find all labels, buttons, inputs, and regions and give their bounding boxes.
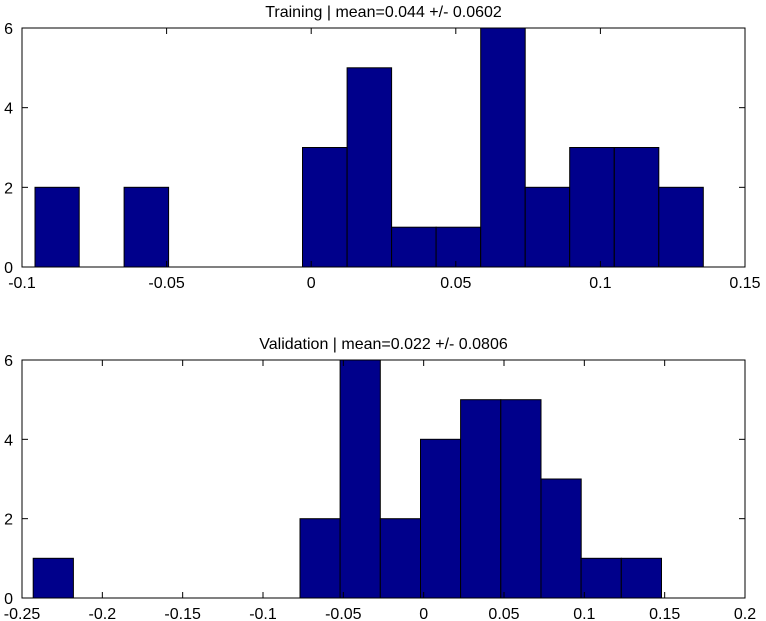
x-tick-label: -0.1: [249, 606, 277, 621]
y-tick-label: 6: [4, 353, 13, 370]
histogram-bar: [500, 399, 542, 599]
y-tick-label: 2: [4, 512, 13, 529]
x-tick-label: 0.15: [649, 606, 680, 621]
axes-frame: [21, 27, 746, 268]
x-tick-label: 0.05: [440, 275, 471, 292]
x-tick-label: 0.15: [729, 275, 760, 292]
y-tick-label: 4: [4, 432, 13, 449]
y-tick-label: 0: [4, 260, 13, 277]
x-tick-label: -0.25: [4, 606, 41, 621]
y-tick-label: 0: [4, 591, 13, 608]
x-tick-label: -0.2: [89, 606, 117, 621]
x-tick-label: -0.05: [148, 275, 185, 292]
y-tick-label: 4: [4, 101, 13, 118]
histogram-bar: [302, 147, 348, 268]
histogram-bar: [658, 186, 704, 268]
x-tick-label: -0.1: [8, 275, 36, 292]
x-tick-label: 0: [419, 606, 428, 621]
x-tick-label: 0: [307, 275, 316, 292]
x-tick-label: 0.1: [589, 275, 611, 292]
histogram-bar: [524, 186, 571, 268]
histogram-bar: [391, 226, 437, 268]
histogram-bar: [620, 557, 662, 599]
x-tick-label: -0.05: [325, 606, 362, 621]
training-histogram: -0.1 -0.05 0 0.05 0.1 0.15 0 2 4 6 Training | mean…: [4, 4, 761, 292]
histogram-bar: [379, 518, 421, 599]
histogram-bar: [420, 438, 462, 599]
validation-histogram: -0.25 -0.2 -0.15 -0.1 -0.05 0 0.05 0.1 0.15 0.2 0 2…: [4, 336, 756, 621]
axes-frame: [21, 359, 746, 599]
histogram-bar: [34, 186, 80, 268]
histogram-bar: [480, 27, 526, 268]
chart-title: Validation | mean=0.022 +/- 0.0806: [259, 336, 508, 353]
histogram-bar: [346, 67, 393, 268]
histogram-bar: [569, 147, 615, 268]
histogram-bar: [123, 186, 170, 268]
y-tick-label: 6: [4, 21, 13, 38]
y-tick-label: 2: [4, 180, 13, 197]
histogram-bar: [540, 478, 582, 599]
histogram-bar: [435, 226, 482, 268]
histogram-bar: [339, 359, 381, 599]
chart-title: Training | mean=0.044 +/- 0.0602: [265, 4, 502, 21]
x-tick-label: 0.1: [573, 606, 595, 621]
histogram-bar: [613, 147, 660, 268]
histogram-bar: [299, 518, 341, 599]
histogram-bar: [32, 557, 74, 599]
x-tick-label: 0.2: [734, 606, 756, 621]
x-tick-label: -0.15: [164, 606, 201, 621]
histogram-bar: [580, 557, 622, 599]
x-tick-label: 0.05: [488, 606, 519, 621]
histogram-bar: [460, 399, 502, 599]
